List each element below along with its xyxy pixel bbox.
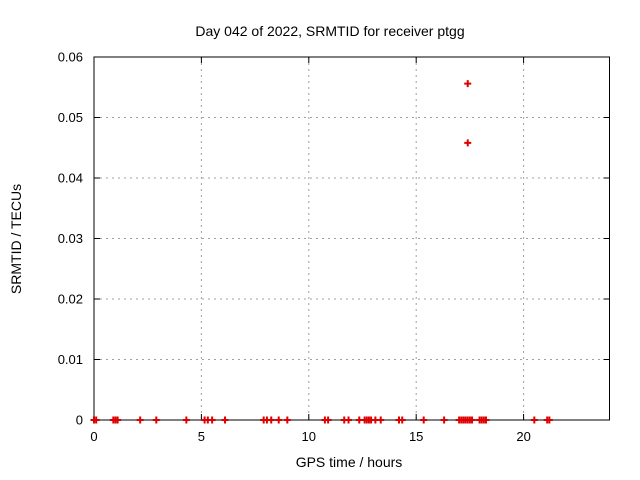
- data-point-marker: [345, 416, 353, 424]
- data-point-marker: [440, 416, 448, 424]
- data-point-marker: [221, 416, 229, 424]
- y-tick-labels: 0 0.01 0.02 0.03 0.04 0.05 0.06: [58, 50, 83, 428]
- x-tick-labels: 0 5 10 15 20: [90, 429, 530, 444]
- data-point-marker: [182, 416, 190, 424]
- data-point-marker: [324, 416, 332, 424]
- x-axis-label: GPS time / hours: [296, 454, 403, 470]
- data-points: [90, 80, 553, 424]
- y-tick-label: 0.02: [58, 292, 83, 307]
- data-point-marker: [208, 416, 216, 424]
- y-tick-label: 0: [76, 413, 83, 428]
- gridlines: [94, 57, 610, 420]
- x-tick-label: 10: [302, 429, 316, 444]
- data-point-marker: [377, 416, 385, 424]
- data-point-marker: [530, 416, 538, 424]
- data-point-marker: [464, 139, 472, 147]
- x-tick-label: 0: [90, 429, 97, 444]
- data-point-marker: [420, 416, 428, 424]
- data-point-marker: [283, 416, 291, 424]
- chart-title: Day 042 of 2022, SRMTID for receiver ptg…: [195, 23, 464, 39]
- data-point-marker: [267, 416, 275, 424]
- data-point-marker: [545, 416, 553, 424]
- y-tick-label: 0.04: [58, 171, 83, 186]
- data-point-marker: [136, 416, 144, 424]
- data-point-marker: [152, 416, 160, 424]
- x-tick-label: 5: [198, 429, 205, 444]
- x-tick-label: 15: [409, 429, 423, 444]
- y-tick-label: 0.01: [58, 352, 83, 367]
- data-point-marker: [398, 416, 406, 424]
- y-axis-label: SRMTID / TECUs: [8, 184, 24, 294]
- data-point-marker: [468, 416, 476, 424]
- data-point-marker: [92, 416, 100, 424]
- x-tick-label: 20: [516, 429, 530, 444]
- y-tick-label: 0.05: [58, 110, 83, 125]
- data-point-marker: [464, 80, 472, 88]
- data-point-marker: [114, 416, 122, 424]
- data-point-marker: [482, 416, 490, 424]
- data-point-marker: [275, 416, 283, 424]
- y-tick-label: 0.06: [58, 50, 83, 65]
- y-tick-label: 0.03: [58, 231, 83, 246]
